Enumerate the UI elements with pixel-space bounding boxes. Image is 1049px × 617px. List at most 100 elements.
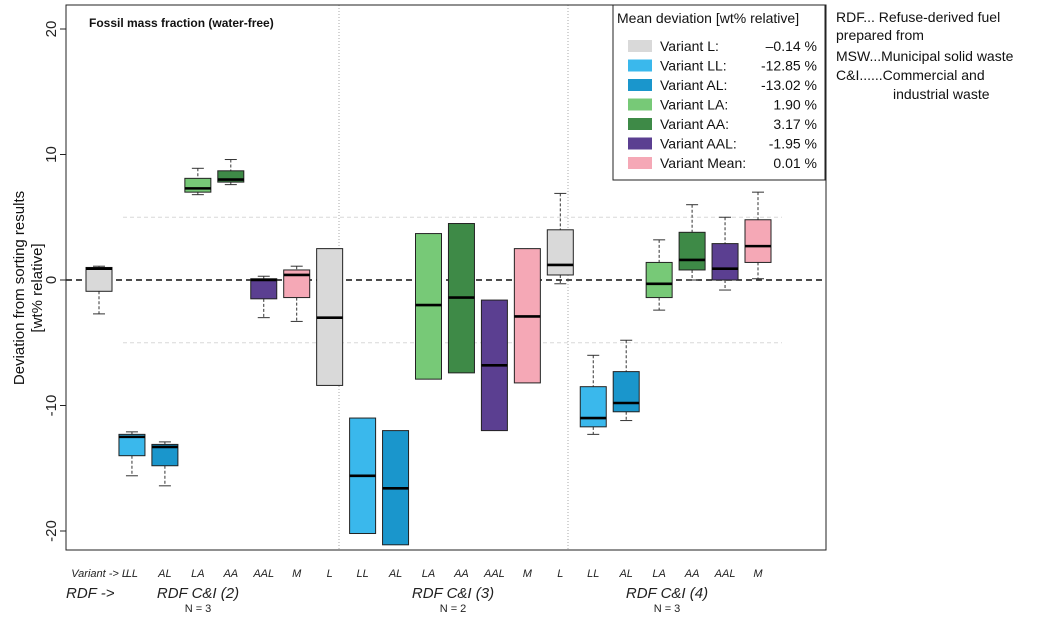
box-plot-aal (250, 275, 278, 319)
note-line: RDF... Refuse-derived fuel (836, 9, 1000, 25)
group-label: RDF C&I (2) (157, 585, 239, 602)
box (579, 386, 607, 428)
abbreviation-notes: RDF... Refuse-derived fuel prepared from… (836, 9, 1014, 102)
x-category-label: AL (388, 568, 402, 580)
legend-label: Variant L: (660, 38, 719, 54)
y-axis-label-line1: Deviation from sorting results (11, 191, 28, 385)
plot-frame (65, 4, 827, 551)
box (612, 371, 640, 413)
legend-frame (612, 4, 826, 181)
box-plot-l (316, 248, 344, 386)
box-plot-ll (579, 354, 607, 435)
legend-label: Variant LA: (660, 97, 728, 113)
box-plot-aa (678, 204, 706, 281)
box-plot-l (85, 265, 113, 315)
x-category-label: AL (618, 568, 632, 580)
group-sample-size: N = 3 (185, 603, 212, 615)
x-category-label: LL (356, 568, 368, 580)
box (678, 231, 706, 271)
box (744, 219, 772, 263)
legend-swatch (628, 40, 652, 52)
box-plot-aal (711, 216, 739, 291)
box (151, 443, 179, 467)
group-label: RDF C&I (3) (412, 585, 494, 602)
legend-value: 0.01 % (773, 155, 817, 171)
y-tick-label: 0 (43, 276, 60, 284)
box-plot-la (415, 233, 442, 380)
group-sample-size: N = 2 (440, 603, 467, 615)
group-prefix-label: RDF -> (66, 585, 115, 602)
note-line: C&I......Commercial and (836, 67, 985, 83)
legend-title: Mean deviation [wt% relative] (617, 10, 799, 26)
x-axis-prefix-label: Variant -> L (71, 568, 128, 580)
legend-swatch (628, 137, 652, 150)
legend-label: Variant Mean: (660, 155, 746, 171)
legend-value: -1.95 % (769, 136, 817, 152)
note-line: MSW...Municipal solid waste (836, 48, 1014, 64)
y-axis: -20 -10 0 10 20 (43, 21, 66, 542)
box-plot-al (612, 339, 640, 422)
box-plot-aa (217, 159, 245, 186)
group-sample-size: N = 3 (654, 603, 681, 615)
box-plot-la (645, 239, 673, 311)
legend-entry: Variant LL: -12.85 % (628, 58, 817, 74)
x-category-label: LA (422, 568, 435, 580)
legend-entry: Variant AAL: -1.95 % (628, 136, 817, 152)
x-category-label: AAL (483, 568, 505, 580)
chart-title: Fossil mass fraction (water-free) (89, 16, 274, 30)
box-plot-aa (447, 223, 475, 374)
x-category-label: LA (191, 568, 204, 580)
legend-swatch (628, 79, 652, 91)
legend-label: Variant AA: (660, 116, 729, 132)
y-tick-label: -20 (43, 520, 60, 542)
box-plot-m (744, 191, 772, 280)
x-category-label: AAL (252, 568, 274, 580)
box-plot-m (283, 265, 311, 322)
legend-value: –0.14 % (766, 38, 817, 54)
y-tick-label: 10 (43, 146, 60, 163)
x-category-label: L (327, 568, 333, 580)
plot-border (65, 4, 827, 551)
x-category-label: M (292, 568, 302, 580)
y-tick-label: 20 (43, 21, 60, 38)
box (118, 433, 146, 457)
box-series (85, 159, 772, 546)
legend-swatch (628, 157, 652, 169)
x-category-label: L (557, 568, 563, 580)
legend-swatch (628, 59, 652, 72)
legend-entry: Variant LA: 1.90 % (628, 97, 817, 113)
x-category-label: AA (684, 568, 700, 580)
x-category-label: LL (126, 568, 138, 580)
x-category-label: LL (587, 568, 599, 580)
x-category-label: AA (222, 568, 238, 580)
legend-value: 3.17 % (773, 116, 817, 132)
note-line: prepared from (836, 27, 924, 43)
box (711, 243, 739, 281)
legend-entry: Variant AA: 3.17 % (628, 116, 817, 132)
x-category-label: M (753, 568, 763, 580)
box (217, 170, 245, 183)
legend-swatch (628, 98, 652, 111)
box (184, 177, 212, 193)
group-label: RDF C&I (4) (626, 585, 708, 602)
legend-value: -12.85 % (761, 58, 817, 74)
box (546, 229, 574, 276)
box-plot-m (513, 248, 541, 384)
x-category-label: LA (652, 568, 665, 580)
y-tick-label: -10 (43, 395, 60, 417)
box (645, 261, 673, 299)
legend: Mean deviation [wt% relative] Variant L:… (612, 4, 826, 181)
box (250, 278, 278, 300)
legend-label: Variant AAL: (660, 136, 737, 152)
x-category-label: AL (157, 568, 171, 580)
y-axis-label-line2: [wt% relative] (29, 243, 46, 332)
legend-value: 1.90 % (773, 97, 817, 113)
x-category-label: AAL (714, 568, 736, 580)
legend-entry: Variant L: –0.14 % (628, 38, 817, 54)
box-plot-ll (118, 431, 146, 477)
box-plot-al (151, 441, 179, 487)
box-plot-ll (349, 417, 377, 535)
note-line: industrial waste (893, 86, 990, 102)
legend-entry: Variant AL: -13.02 % (628, 77, 817, 93)
box-plot-la (184, 167, 212, 196)
